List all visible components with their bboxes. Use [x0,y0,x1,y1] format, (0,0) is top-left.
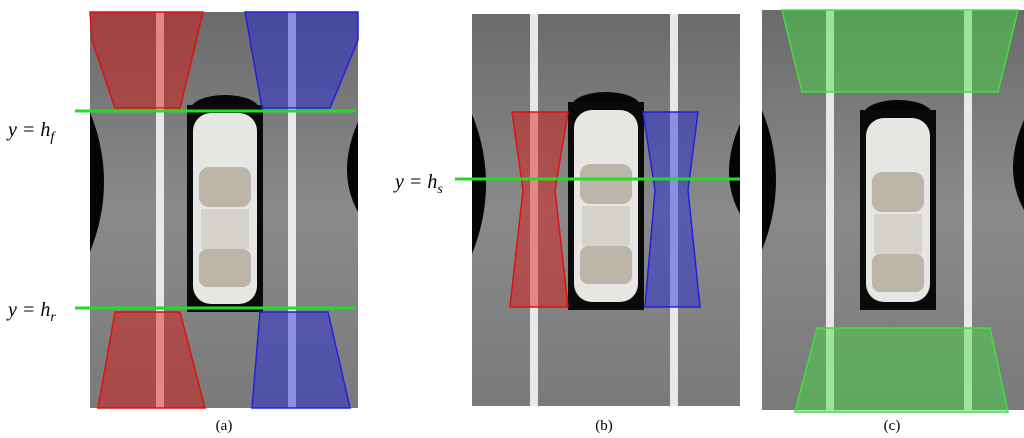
car-rear-window [199,249,251,287]
car-roof [874,214,922,254]
car-rear-window [872,254,924,292]
car-windshield [199,167,251,207]
car-windshield [872,172,924,212]
car-rear-window [580,246,632,284]
caption: (c) [884,418,901,434]
car-windshield [580,164,632,204]
label-subscript: s [437,182,443,197]
caption: (a) [216,418,233,434]
line-label: y = hr [6,299,56,325]
panels [75,10,1024,412]
car-roof [201,209,249,249]
label-subscript: f [50,130,56,145]
figure: y = hf y = hr y = hs (a) (b) (c) [0,0,1024,438]
label-main: y = h [6,119,50,141]
label-subscript: r [50,310,56,325]
caption: (b) [595,418,613,434]
front-roi [782,10,1018,92]
label-main: y = h [393,171,437,193]
label-main: y = h [6,299,50,321]
car-roof [582,206,630,246]
rear-roi [795,328,1008,412]
line-label: y = hs [393,171,443,197]
line-label: y = hf [6,119,56,145]
